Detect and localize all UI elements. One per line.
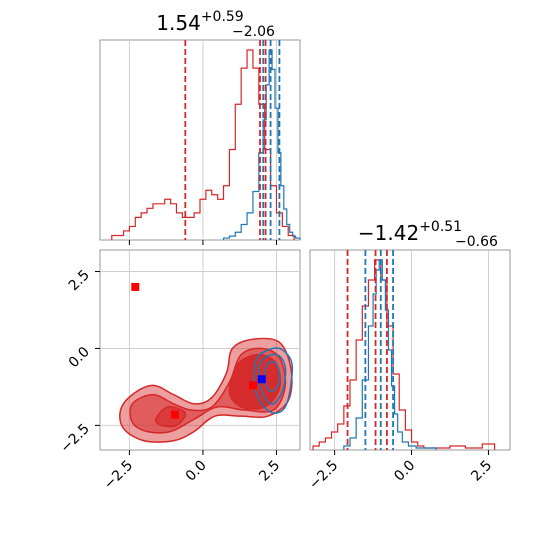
param2-xtick-label-0: −2.5 — [306, 458, 341, 493]
panel-param2-histogram: −2.5 0.0 2.5 — [306, 249, 511, 493]
param2-xtick-label-1: 0.0 — [391, 458, 418, 485]
joint-ytick-label-0: −2.5 — [57, 421, 92, 456]
joint-ytick-label-2: 2.5 — [66, 267, 93, 294]
panel-joint-frame — [99, 249, 301, 451]
joint-xtick-label-2: 2.5 — [256, 458, 283, 485]
param1-title: 1.54+0.59 — [156, 9, 243, 35]
joint-ytick-label-1: 0.0 — [66, 344, 93, 371]
joint-contour-b-mid — [257, 353, 287, 405]
joint-xtick-label-0: −2.5 — [101, 458, 136, 493]
panel-param1-histogram — [99, 39, 301, 245]
panel-joint-scatter: −2.5 0.0 2.5 −2.5 0.0 2.5 — [57, 249, 301, 493]
param2-title-main: −1.42 — [358, 221, 419, 245]
param1-title-main: 1.54 — [156, 11, 201, 35]
param2-title: −1.42+0.51 — [358, 219, 462, 245]
joint-contour-b-outer — [253, 347, 294, 414]
joint-marker-b — [257, 375, 266, 384]
param2-hist-series-b — [343, 259, 437, 450]
param1-title-sup: +0.59 — [201, 9, 244, 25]
panel-param2-frame — [309, 249, 511, 451]
joint-marker-a-2 — [248, 381, 257, 390]
param2-xtick-label-2: 2.5 — [468, 458, 495, 485]
joint-xtick-label-1: 0.0 — [183, 458, 210, 485]
panel-param1-frame — [99, 39, 301, 241]
param2-title-sup: +0.51 — [419, 219, 462, 235]
joint-marker-a-1 — [171, 410, 179, 419]
joint-contour-b-inner — [263, 360, 281, 393]
joint-marker-a-0 — [131, 282, 140, 291]
param2-title-sub: −0.66 — [455, 234, 498, 250]
param1-title-sub: −2.06 — [232, 24, 275, 40]
param2-hist-series-a — [312, 259, 496, 450]
